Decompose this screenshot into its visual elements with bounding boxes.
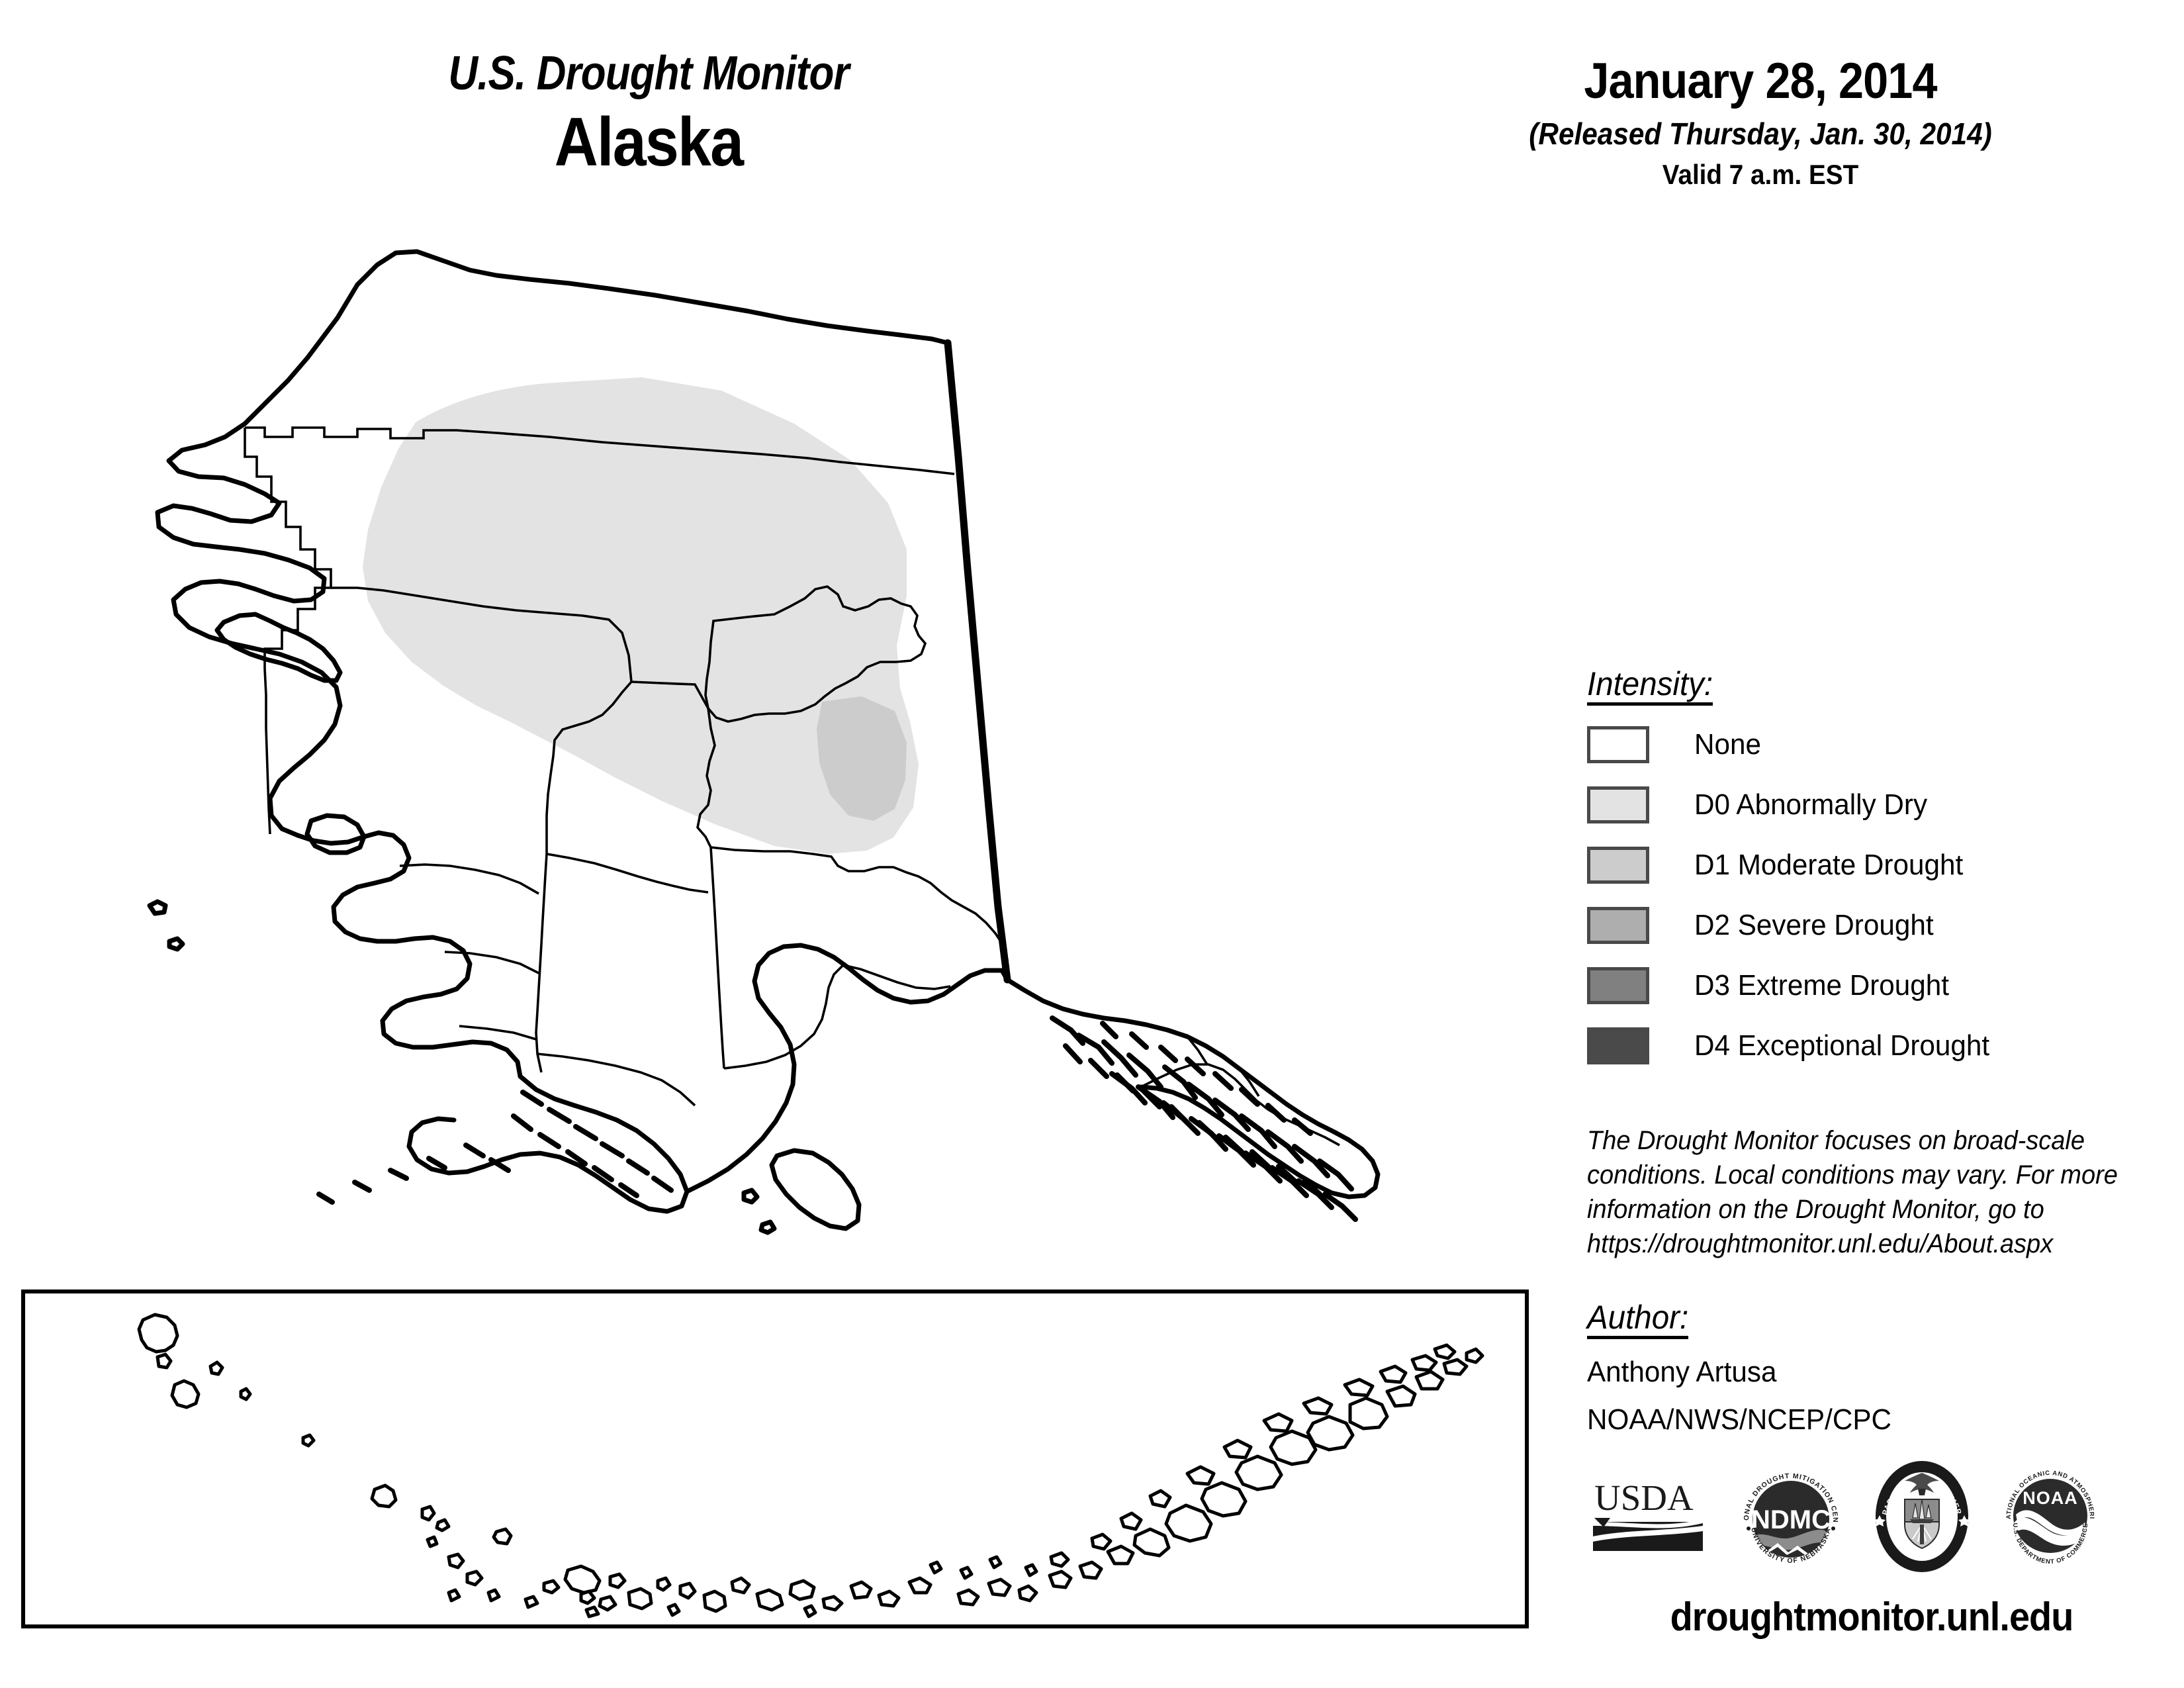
drought-area-d1 <box>817 696 907 821</box>
usda-logo[interactable]: USDA <box>1592 1477 1707 1556</box>
site-url[interactable]: droughtmonitor.unl.edu <box>1670 1595 2074 1639</box>
disclaimer-text: The Drought Monitor focuses on broad-sca… <box>1587 1126 2118 1258</box>
intensity-legend: Intensity: None D0 Abnormally Dry D1 Mod… <box>1587 667 2136 1087</box>
legend-row-d0[interactable]: D0 Abnormally Dry <box>1587 786 2136 824</box>
ndmc-logo-svg: NDMC NATIONAL DROUGHT MITIGATION CENTER … <box>1734 1460 1839 1565</box>
valid-time: Valid 7 a.m. EST <box>1662 159 1859 190</box>
alaska-map-svg <box>147 249 1381 1235</box>
release-date: (Released Thursday, Jan. 30, 2014) <box>1529 117 1992 151</box>
legend-row-d2[interactable]: D2 Severe Drought <box>1587 906 2136 945</box>
ndmc-logo[interactable]: NDMC NATIONAL DROUGHT MITIGATION CENTER … <box>1734 1460 1848 1573</box>
title-block: U.S. Drought Monitor Alaska <box>185 50 1112 179</box>
state-title: Alaska <box>554 104 744 181</box>
alaska-peninsula-island-texture <box>316 1090 674 1205</box>
valid-date: January 28, 2014 <box>1584 53 1937 109</box>
alaska-drought-map[interactable] <box>46 238 1542 1271</box>
aleutian-islands-inset[interactable] <box>21 1289 1529 1628</box>
date-block: January 28, 2014 (Released Thursday, Jan… <box>1430 56 2091 189</box>
noaa-logo-text: NOAA <box>2023 1488 2078 1508</box>
legend-rows: None D0 Abnormally Dry D1 Moderate Droug… <box>1587 726 2136 1065</box>
legend-title: Intensity: <box>1587 667 1713 706</box>
legend-row-d4[interactable]: D4 Exceptional Drought <box>1587 1027 2136 1065</box>
legend-label-d3: D3 Extreme Drought <box>1694 969 1950 1002</box>
swatch-d3 <box>1587 967 1649 1004</box>
panhandle-island-texture <box>1050 1015 1358 1222</box>
author-heading: Author: <box>1587 1301 1689 1339</box>
author-affiliation: NOAA/NWS/NCEP/CPC <box>1587 1403 1892 1436</box>
legend-label-d0: D0 Abnormally Dry <box>1694 788 1928 821</box>
legend-label-d2: D2 Severe Drought <box>1694 909 1934 941</box>
aleutian-inset-svg <box>137 1313 1484 1618</box>
author-name: Anthony Artusa <box>1587 1356 1777 1388</box>
borough-boundaries <box>244 426 1340 1147</box>
alaska-coastline <box>155 249 1381 1214</box>
noaa-logo-svg: NOAA NATIONAL OCEANIC AND ATMOSPHERIC U.… <box>1996 1460 2095 1566</box>
author-block: Author: Anthony Artusa NOAA/NWS/NCEP/CPC <box>1587 1301 2169 1434</box>
legend-label-d4: D4 Exceptional Drought <box>1694 1029 1990 1062</box>
legend-row-d3[interactable]: D3 Extreme Drought <box>1587 966 2136 1005</box>
aleutian-chain <box>137 1313 1484 1618</box>
swatch-d4 <box>1587 1027 1649 1064</box>
swatch-none <box>1587 726 1649 763</box>
usda-logo-text: USDA <box>1594 1477 1694 1518</box>
legend-label-d1: D1 Moderate Drought <box>1694 849 1964 881</box>
usda-logo-svg: USDA <box>1593 1477 1703 1551</box>
drought-area-d0 <box>363 377 919 854</box>
logo-row: USDA NDMC NATIONAL DROUGHT MITIGA <box>1592 1455 2121 1577</box>
department-of-commerce-seal[interactable]: DEPARTMENT OF COMMERCE UNITED STATES OF … <box>1869 1458 1975 1574</box>
ndmc-logo-text: NDMC <box>1751 1505 1831 1534</box>
legend-row-none[interactable]: None <box>1587 726 2136 764</box>
page-title: U.S. Drought Monitor <box>448 47 849 100</box>
doc-seal-svg: DEPARTMENT OF COMMERCE UNITED STATES OF … <box>1869 1458 1970 1572</box>
noaa-logo[interactable]: NOAA NATIONAL OCEANIC AND ATMOSPHERIC U.… <box>1996 1460 2105 1573</box>
offshore-islands <box>147 612 862 1235</box>
swatch-d2 <box>1587 907 1649 944</box>
legend-row-d1[interactable]: D1 Moderate Drought <box>1587 846 2136 884</box>
swatch-d1 <box>1587 847 1649 884</box>
swatch-d0 <box>1587 786 1649 823</box>
legend-label-none: None <box>1694 728 1761 761</box>
